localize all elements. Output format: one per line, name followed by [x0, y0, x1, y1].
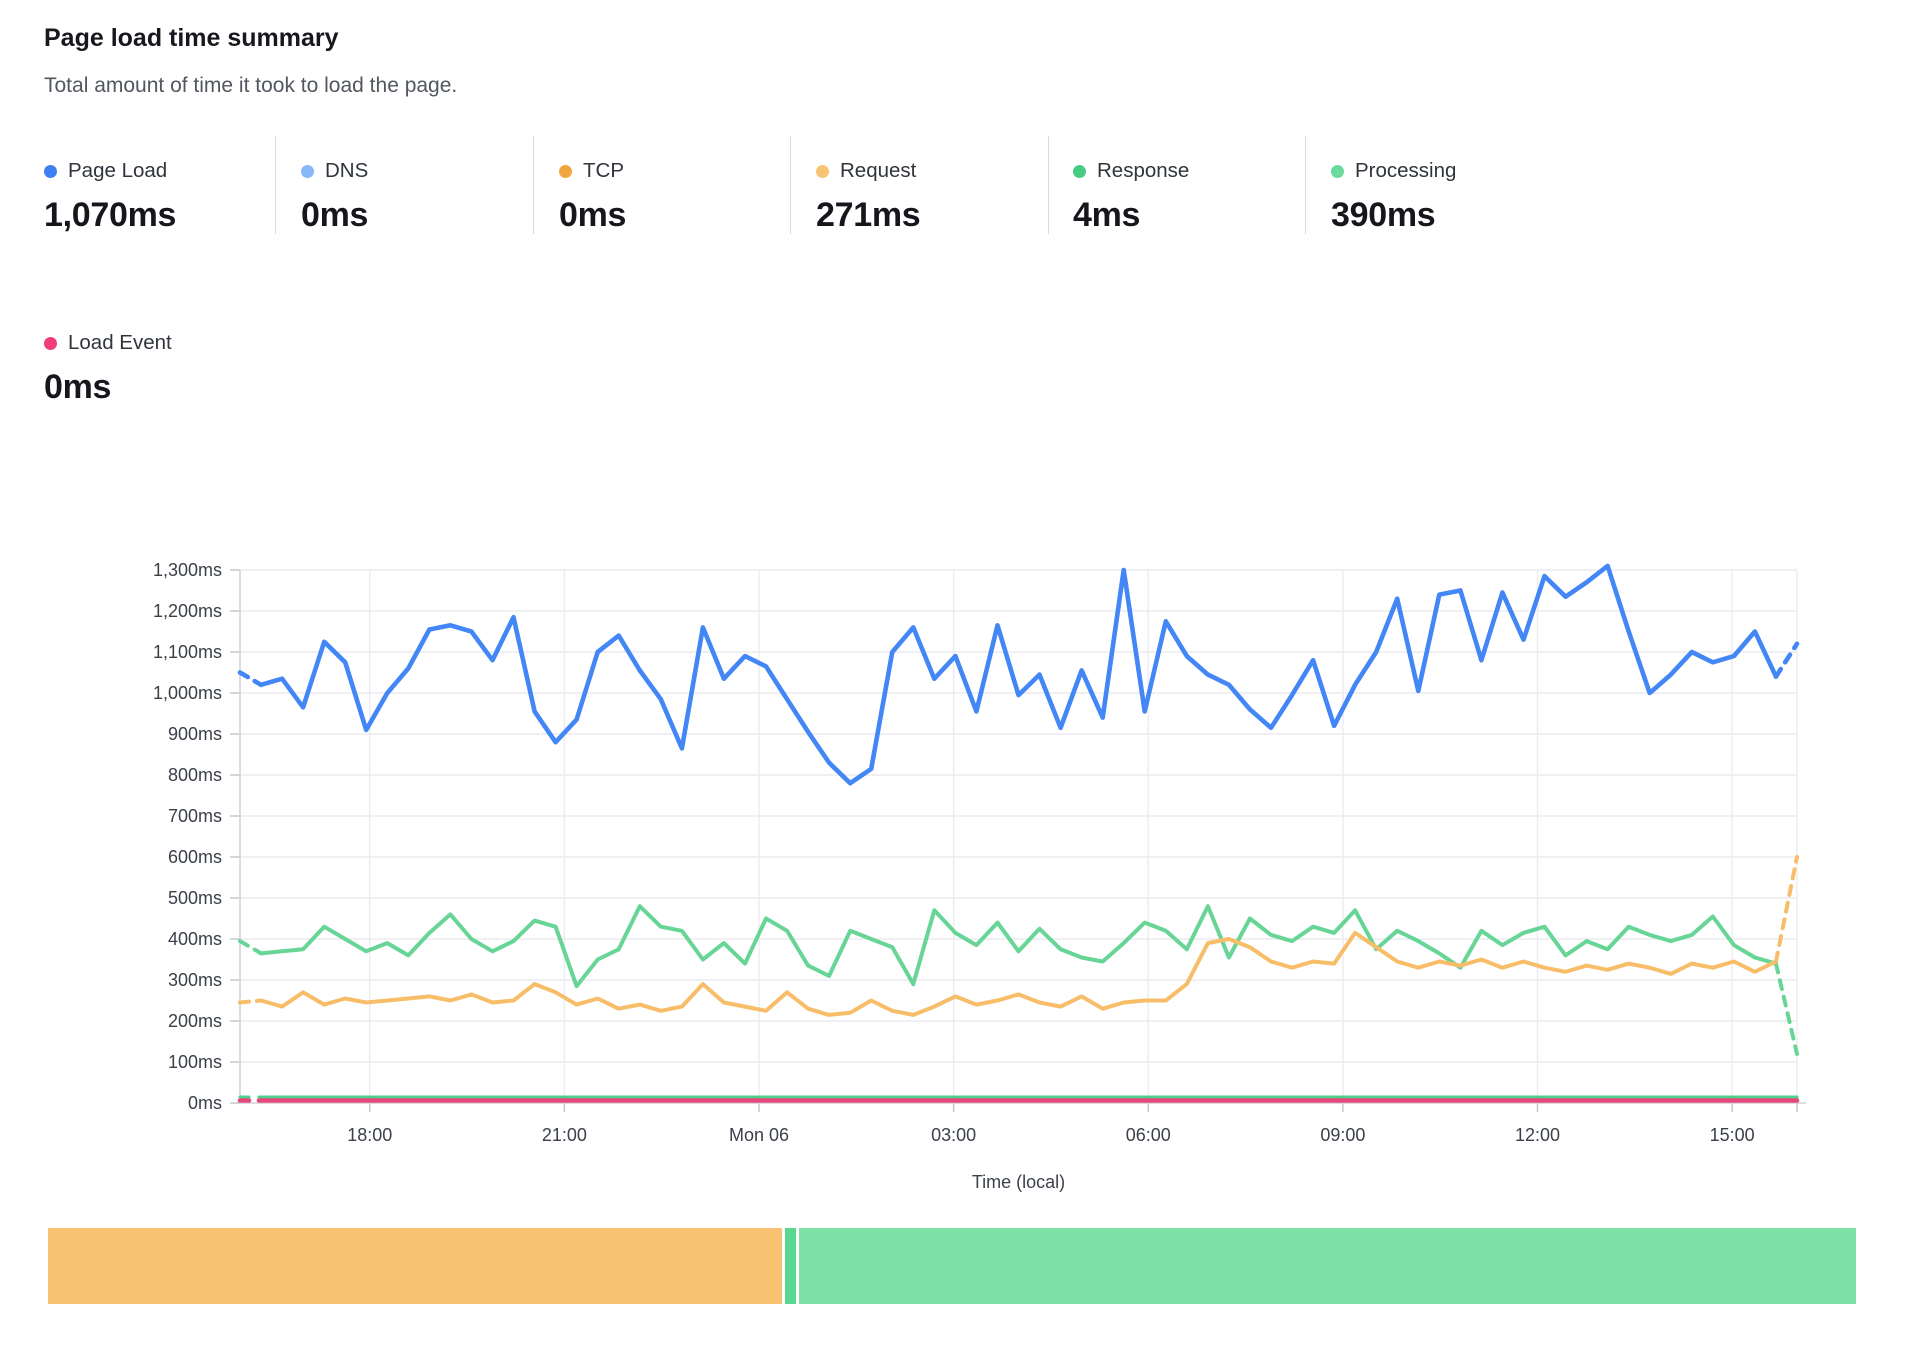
- metric-label: DNS: [325, 159, 369, 182]
- card-divider: [533, 136, 534, 234]
- chart-axis-labels: 0ms 100ms 200ms 300ms 400ms 500ms 600ms 700ms 80…: [153, 560, 1755, 1192]
- svg-text:1,300ms: 1,300ms: [153, 560, 222, 580]
- svg-text:700ms: 700ms: [168, 806, 222, 826]
- series-page-load: [237, 563, 1800, 786]
- chart-axes: [230, 569, 1806, 1112]
- series-processing: [238, 904, 1799, 1056]
- svg-text:15:00: 15:00: [1710, 1125, 1755, 1145]
- page-load-legend-dot-icon: [44, 164, 57, 178]
- response-legend-dot-icon: [1073, 164, 1086, 178]
- card-divider: [790, 136, 791, 234]
- chart-grid: [240, 569, 1798, 1103]
- svg-text:900ms: 900ms: [168, 724, 222, 744]
- svg-text:600ms: 600ms: [168, 847, 222, 867]
- metric-card-tcp[interactable]: TCP 0ms: [559, 158, 789, 235]
- svg-text:Mon 06: Mon 06: [729, 1125, 789, 1145]
- dns-legend-dot-icon: [301, 164, 314, 178]
- metric-card-page-load[interactable]: Page Load 1,070ms: [44, 158, 274, 235]
- metric-label: Page Load: [68, 159, 168, 182]
- page-subtitle: Total amount of time it took to load the…: [44, 74, 458, 97]
- svg-text:1,200ms: 1,200ms: [153, 601, 222, 621]
- metric-label-row: Response: [1073, 158, 1303, 184]
- svg-text:12:00: 12:00: [1515, 1125, 1560, 1145]
- series-request: [238, 855, 1799, 1017]
- metric-label: Response: [1097, 159, 1190, 182]
- svg-text:1,100ms: 1,100ms: [153, 642, 222, 662]
- metric-label-row: Request: [816, 158, 1046, 184]
- svg-text:06:00: 06:00: [1126, 1125, 1171, 1145]
- svg-text:800ms: 800ms: [168, 765, 222, 785]
- metric-label-row: Processing: [1331, 158, 1561, 184]
- metric-label-row: DNS: [301, 158, 531, 184]
- bar-segment-request[interactable]: [48, 1228, 783, 1304]
- svg-text:Time (local): Time (local): [972, 1172, 1065, 1192]
- metric-value: 0ms: [44, 368, 112, 406]
- metric-label-row: Load Event: [44, 330, 274, 356]
- svg-text:03:00: 03:00: [931, 1125, 976, 1145]
- metric-value: 271ms: [816, 196, 921, 234]
- svg-text:300ms: 300ms: [168, 970, 222, 990]
- metric-value: 0ms: [559, 196, 627, 234]
- bar-segment-response[interactable]: [785, 1228, 797, 1304]
- metric-value: 4ms: [1073, 196, 1141, 234]
- bar-segment-processing[interactable]: [799, 1228, 1856, 1304]
- metric-card-response[interactable]: Response 4ms: [1073, 158, 1303, 235]
- metric-card-request[interactable]: Request 271ms: [816, 158, 1046, 235]
- metric-card-processing[interactable]: Processing 390ms: [1331, 158, 1561, 235]
- load-time-breakdown-bar[interactable]: [48, 1228, 1856, 1304]
- card-divider: [275, 136, 276, 234]
- svg-text:1,000ms: 1,000ms: [153, 683, 222, 703]
- metric-label: TCP: [583, 159, 624, 182]
- metric-value: 1,070ms: [44, 196, 177, 234]
- card-divider: [1305, 136, 1306, 234]
- svg-text:500ms: 500ms: [168, 888, 222, 908]
- card-divider: [1048, 136, 1049, 234]
- metric-label: Request: [840, 159, 917, 182]
- metric-label: Processing: [1355, 159, 1457, 182]
- page-load-time-line-chart[interactable]: 0ms 100ms 200ms 300ms 400ms 500ms 600ms 700ms 80…: [0, 430, 1910, 1220]
- metric-card-load-event[interactable]: Load Event 0ms: [44, 330, 274, 407]
- metric-label: Load Event: [68, 331, 172, 354]
- metric-label-row: TCP: [559, 158, 789, 184]
- metric-value: 390ms: [1331, 196, 1436, 234]
- svg-text:200ms: 200ms: [168, 1011, 222, 1031]
- request-legend-dot-icon: [816, 164, 829, 178]
- metric-value: 0ms: [301, 196, 369, 234]
- svg-text:400ms: 400ms: [168, 929, 222, 949]
- page-title: Page load time summary: [44, 24, 339, 52]
- metric-label-row: Page Load: [44, 158, 274, 184]
- svg-text:0ms: 0ms: [188, 1093, 222, 1113]
- metric-card-dns[interactable]: DNS 0ms: [301, 158, 531, 235]
- svg-text:09:00: 09:00: [1320, 1125, 1365, 1145]
- svg-text:100ms: 100ms: [168, 1052, 222, 1072]
- load-event-legend-dot-icon: [44, 336, 57, 350]
- svg-text:18:00: 18:00: [347, 1125, 392, 1145]
- tcp-legend-dot-icon: [559, 164, 572, 178]
- svg-text:21:00: 21:00: [542, 1125, 587, 1145]
- processing-legend-dot-icon: [1331, 164, 1344, 178]
